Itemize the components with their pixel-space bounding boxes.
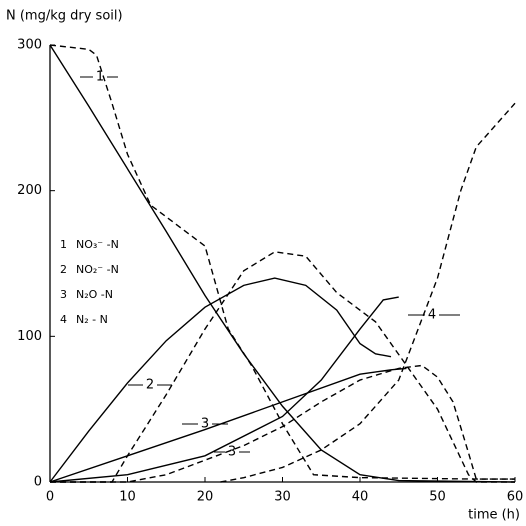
line-series	[220, 102, 516, 483]
line-series	[49, 44, 515, 480]
line-series	[50, 364, 515, 483]
legend-key: 2	[60, 263, 67, 276]
x-tick-label: 0	[46, 490, 54, 505]
legend-key: 4	[60, 313, 67, 326]
legend-label: NO₂⁻ -N	[76, 263, 119, 276]
curve-label: 2	[146, 378, 154, 393]
x-tick-label: 20	[197, 490, 214, 505]
y-axis-label: N (mg/kg dry soil)	[6, 9, 123, 24]
curve-label: 4	[428, 308, 436, 323]
x-axis-label: time (h)	[468, 508, 520, 523]
y-tick-label: 300	[17, 38, 42, 53]
legend-label: N₂O -N	[76, 288, 113, 301]
y-tick-label: 200	[17, 183, 42, 198]
y-tick-label: 0	[34, 475, 42, 490]
curve-label: 1	[96, 70, 104, 85]
line-series	[49, 296, 399, 483]
x-tick-label: 30	[274, 490, 291, 505]
x-tick-label: 50	[429, 490, 446, 505]
x-tick-label: 60	[507, 490, 524, 505]
x-tick-label: 40	[352, 490, 369, 505]
legend-label: NO₃⁻ -N	[76, 238, 119, 251]
legend-label: N₂ - N	[76, 313, 108, 326]
curve-label: 3	[201, 417, 209, 432]
line-series	[50, 251, 515, 483]
line-series	[49, 277, 392, 483]
y-tick-label: 100	[17, 329, 42, 344]
x-tick-label: 10	[119, 490, 136, 505]
curve-label: 3	[228, 445, 236, 460]
legend-key: 3	[60, 288, 67, 301]
legend-key: 1	[60, 238, 67, 251]
line-series	[49, 367, 407, 483]
